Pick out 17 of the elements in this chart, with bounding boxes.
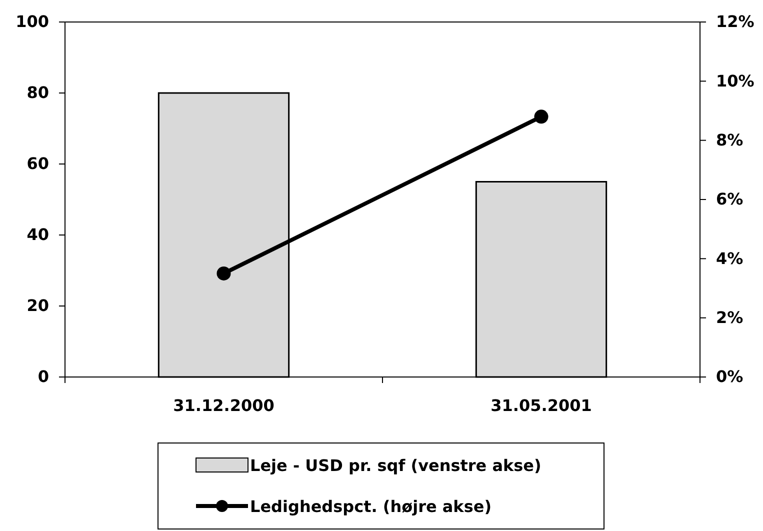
y-tick-label: 100	[16, 12, 49, 32]
x-tick-label: 31.05.2001	[490, 396, 592, 415]
y-tick-label: 60	[26, 154, 49, 174]
y2-tick-label: 10%	[716, 71, 754, 90]
y2-tick-label: 0%	[716, 367, 744, 386]
x-tick-label: 31.12.2000	[173, 396, 274, 415]
y-tick-label: 0	[38, 367, 49, 386]
y-tick-label: 80	[26, 83, 49, 102]
y-tick-label: 20	[26, 296, 49, 316]
y2-tick-label: 2%	[716, 308, 744, 327]
y2-tick-label: 4%	[716, 248, 744, 268]
y2-tick-label: 8%	[716, 130, 744, 150]
legend-label: Leje - USD pr. sqf (venstre akse)	[250, 456, 542, 475]
y2-tick-label: 6%	[716, 190, 744, 209]
legend-label: Ledighedspct. (højre akse)	[250, 497, 492, 516]
y-tick-label: 40	[26, 225, 49, 244]
y2-tick-label: 12%	[716, 12, 754, 32]
